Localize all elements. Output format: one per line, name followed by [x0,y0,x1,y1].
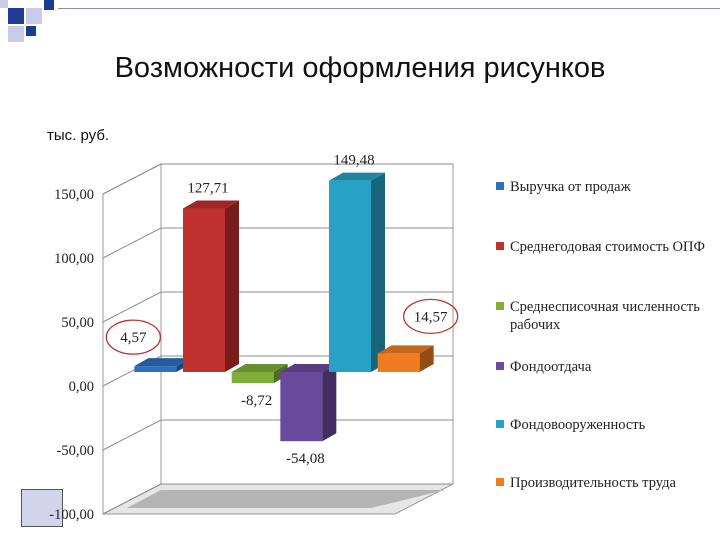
y-tick-label: 0,00 [69,379,94,395]
y-tick-label: -50,00 [57,443,94,459]
legend-swatch [496,362,504,370]
bar-front [329,180,371,372]
y-tick-label: -100,00 [49,507,94,523]
bar-top [134,358,191,367]
bar-top [377,345,434,354]
bar-side [371,172,385,372]
deco-bottom-box [21,489,63,527]
legend-swatch [496,302,504,310]
legend-label: Фондовооруженность [510,417,646,433]
legend-label: Среднесписочная численность рабочих [510,299,700,333]
gridline [102,163,453,195]
bar-top [329,172,385,181]
gridline [102,483,453,515]
deco-square [26,26,36,36]
deco-square [44,0,54,10]
data-label: -8,72 [241,393,272,409]
bar-side [322,364,337,442]
deco-top-line [58,8,720,9]
bar-front [183,208,225,372]
legend-swatch [496,420,504,428]
y-axis-ticks: 150,00 100,00 50,00 0,00 -50,00 -100,00 [49,187,94,523]
floor-shadow [127,490,445,508]
data-label: 14,57 [414,309,448,325]
slide-title: Возможности оформления рисунков [114,52,606,84]
chart-walls [102,163,454,515]
legend-label: Производительность труда [510,475,676,491]
bar-top [280,364,337,372]
bar-6 [377,345,434,372]
legend-label: Фондоотдача [510,359,592,375]
legend-swatch [496,478,504,486]
chart-bars [134,172,434,442]
data-label: -54,08 [286,451,325,467]
bar-top [183,200,239,209]
bar-front [231,372,274,384]
bar-2 [183,200,239,372]
data-label: 4,57 [120,330,147,346]
deco-square [8,26,24,42]
legend-swatch [496,242,504,250]
bar-front [280,372,323,442]
legend-label: Среднегодовая стоимость ОПФ [510,239,705,255]
y-tick-label: 150,00 [54,187,94,203]
y-tick-label: 50,00 [61,315,94,331]
bar-side [419,345,434,372]
bar-front [377,353,420,372]
bar-side [225,200,239,372]
highlight-circle [105,319,161,355]
data-labels: 4,57 127,71 -8,72 -54,08 149,48 14,57 [105,153,459,467]
data-label: 127,71 [187,181,228,197]
legend-swatch [496,182,504,190]
bar-4 [280,364,337,442]
unit-label: тыс. руб. [47,127,110,144]
deco-square [26,8,42,24]
deco-square [8,8,24,24]
gridline [102,419,453,451]
bar-5 [329,172,385,372]
legend-label: Выручка от продаж [510,179,631,195]
y-tick-label: 100,00 [54,251,94,267]
highlight-circle [403,298,459,335]
deco-square [0,0,8,8]
bar-front [134,366,177,372]
data-label: 149,48 [333,153,374,169]
bar-top [231,364,288,372]
